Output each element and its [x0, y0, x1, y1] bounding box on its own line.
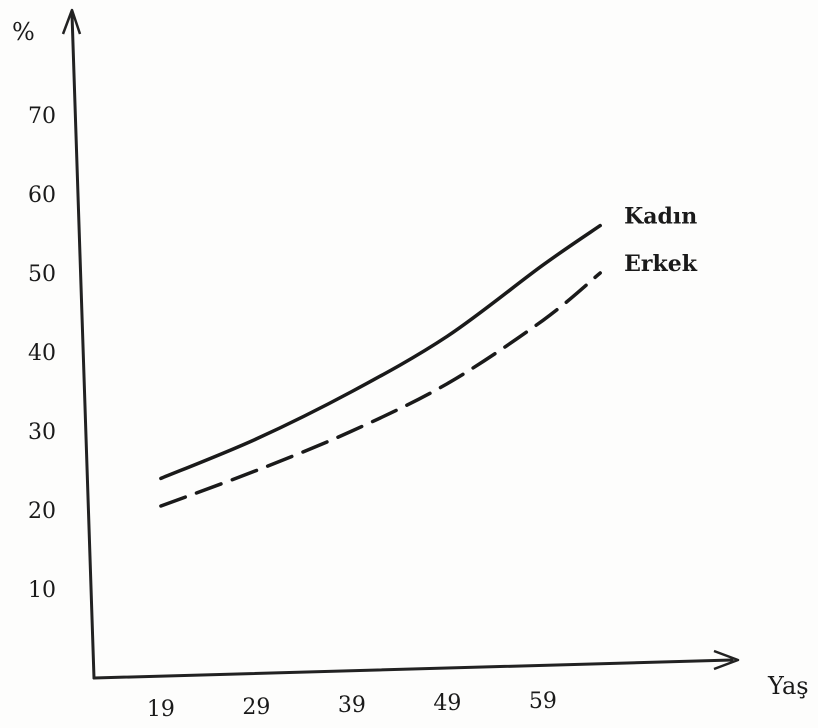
y-tick-label: 40: [28, 341, 56, 366]
x-tick-label: 39: [338, 693, 366, 718]
y-tick-label: 30: [28, 420, 56, 445]
y-tick-label: 10: [28, 578, 56, 603]
x-tick-labels: 19 29 39 49 59: [147, 689, 557, 722]
series-label: Kadın: [624, 204, 697, 230]
x-tick-label: 49: [433, 691, 461, 716]
series-lines: [159, 223, 602, 508]
y-tick-labels: 10 20 30 40 50 60 70: [28, 104, 56, 603]
series-label: Erkek: [624, 251, 698, 277]
y-tick-label: 20: [28, 499, 56, 524]
x-tick-label: 19: [147, 697, 175, 722]
x-axis-arrow-icon: [713, 649, 740, 671]
x-tick-label: 29: [242, 695, 270, 720]
x-tick-label: 59: [529, 689, 557, 714]
series-line-erkek: [159, 271, 602, 508]
x-axis-label: Yaş: [767, 672, 809, 700]
y-axis-label: %: [12, 18, 35, 46]
series-line-kadin: [159, 223, 602, 481]
y-tick-label: 70: [28, 104, 56, 129]
x-axis: [92, 658, 734, 680]
y-axis: [70, 12, 96, 680]
y-tick-label: 60: [28, 183, 56, 208]
y-tick-label: 50: [28, 262, 56, 287]
series-labels: Kadın Erkek: [624, 204, 698, 277]
y-axis-arrow-icon: [61, 8, 82, 35]
